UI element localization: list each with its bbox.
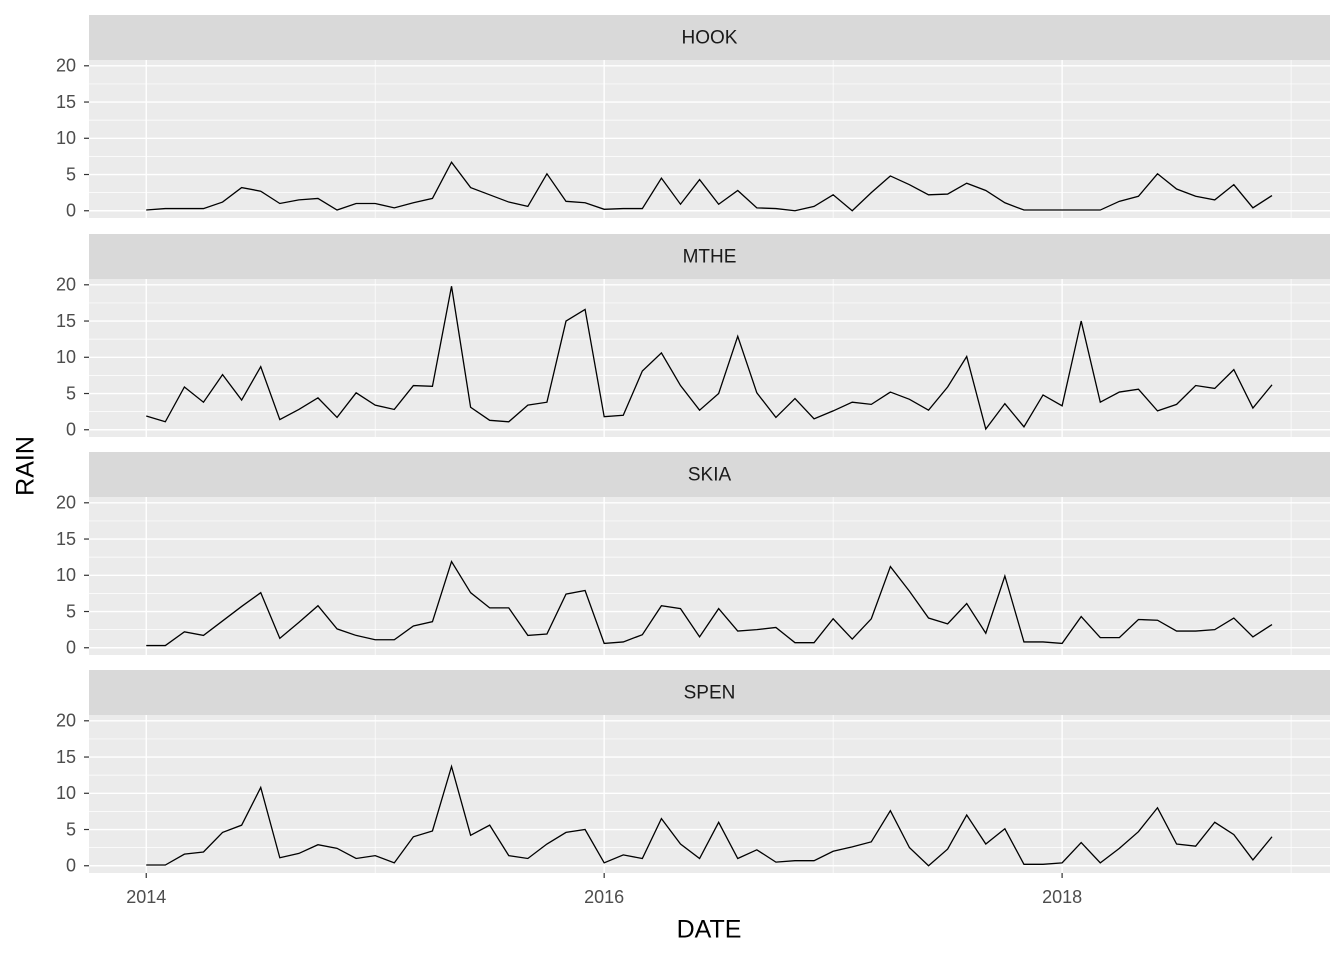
y-tick-label: 15 xyxy=(56,311,76,331)
x-tick-label: 2018 xyxy=(1042,887,1082,907)
y-tick-label: 5 xyxy=(66,601,76,621)
y-tick-label: 20 xyxy=(56,711,76,731)
y-tick-label: 10 xyxy=(56,783,76,803)
line xyxy=(146,160,1273,212)
y-tick-label: 10 xyxy=(56,565,76,585)
y-tick-label: 5 xyxy=(66,164,76,184)
y-tick-label: 20 xyxy=(56,493,76,513)
y-tick-label: 15 xyxy=(56,92,76,112)
x-tick-label: 2016 xyxy=(584,887,624,907)
y-tick-label: 15 xyxy=(56,747,76,767)
y-tick-label: 0 xyxy=(66,201,76,221)
y-tick-label: 20 xyxy=(56,56,76,76)
y-tick-label: 20 xyxy=(56,275,76,295)
y-tick-label: 0 xyxy=(66,638,76,658)
y-tick-label: 10 xyxy=(56,128,76,148)
x-tick-label: 2014 xyxy=(126,887,166,907)
strip-title: SKIA xyxy=(688,465,732,486)
strip xyxy=(89,234,1330,279)
x-axis-title: DATE xyxy=(677,916,742,944)
panel xyxy=(89,715,1330,873)
strip-title: SPEN xyxy=(684,683,736,704)
strip xyxy=(89,670,1330,715)
strip xyxy=(89,452,1330,497)
y-tick-label: 5 xyxy=(66,819,76,839)
y-tick-label: 0 xyxy=(66,856,76,876)
line xyxy=(146,764,1273,867)
strip-title: HOOK xyxy=(682,28,738,49)
line xyxy=(146,286,1273,431)
y-tick-label: 10 xyxy=(56,347,76,367)
y-tick-label: 15 xyxy=(56,529,76,549)
strip xyxy=(89,15,1330,60)
y-tick-label: 5 xyxy=(66,383,76,403)
y-tick-label: 0 xyxy=(66,420,76,440)
line xyxy=(146,559,1273,647)
strip-title: MTHE xyxy=(683,247,737,268)
panel xyxy=(89,497,1330,655)
y-axis-title: RAIN xyxy=(12,436,40,496)
